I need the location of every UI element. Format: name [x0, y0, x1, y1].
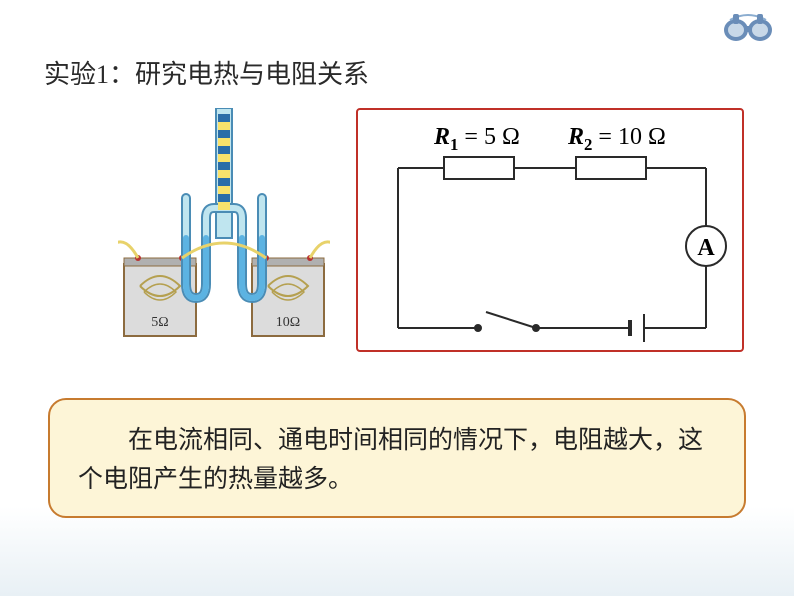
binoculars-icon [720, 8, 776, 44]
slide-title: 实验1：研究电热与电阻关系 [44, 54, 369, 91]
conclusion-callout: 在电流相同、通电时间相同的情况下，电阻越大，这个电阻产生的热量越多。 [48, 398, 746, 518]
ammeter-label: A [697, 235, 715, 261]
r2-label: R2 = 10 Ω [568, 124, 666, 155]
scale-stripes [218, 114, 230, 210]
apparatus-diagram: 5Ω 10Ω [118, 108, 330, 352]
circuit-diagram: R1 = 5 Ω R2 = 10 Ω [356, 108, 744, 352]
right-resistor-label: 10Ω [276, 315, 300, 330]
r1-label: R1 = 5 Ω [434, 124, 520, 155]
circuit-svg: A [358, 110, 746, 354]
slide: 实验1：研究电热与电阻关系 5Ω 10Ω [0, 0, 794, 596]
left-resistor-label: 5Ω [151, 315, 168, 330]
